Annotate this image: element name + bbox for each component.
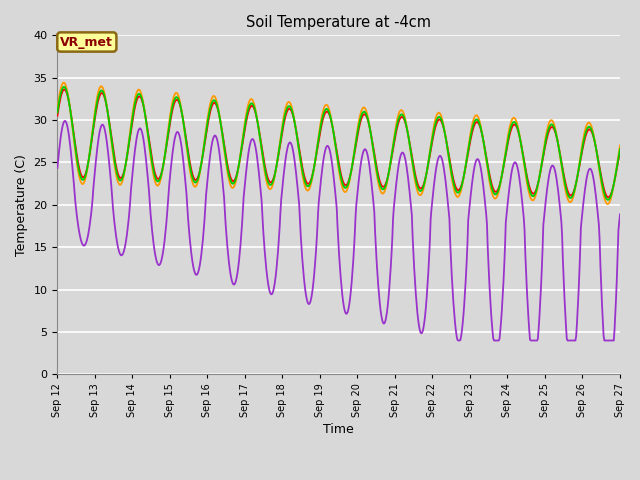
Y-axis label: Temperature (C): Temperature (C) bbox=[15, 154, 28, 256]
Legend: Tair, Tsoil set 1, Tsoil set 2, Tsoil set 3: Tair, Tsoil set 1, Tsoil set 2, Tsoil se… bbox=[134, 475, 543, 480]
Title: Soil Temperature at -4cm: Soil Temperature at -4cm bbox=[246, 15, 431, 30]
X-axis label: Time: Time bbox=[323, 423, 354, 436]
Text: VR_met: VR_met bbox=[60, 36, 113, 48]
